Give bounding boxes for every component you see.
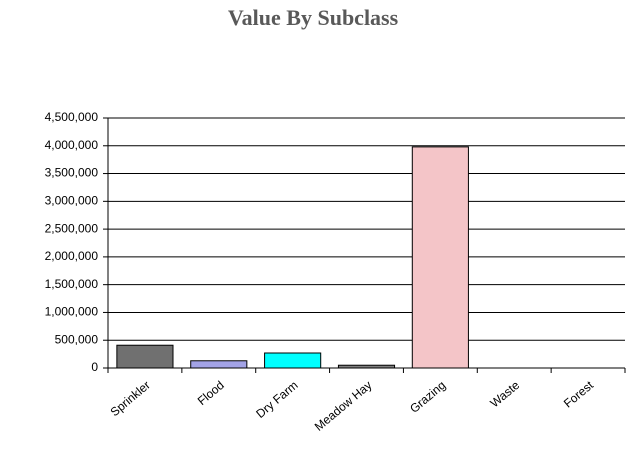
x-tick-label: Grazing [407, 378, 448, 416]
bar [116, 344, 174, 369]
bar [264, 352, 322, 369]
x-tick-label: Sprinkler [108, 378, 153, 419]
y-tick-label: 500,000 [55, 332, 99, 346]
y-tick-label: 4,000,000 [45, 138, 99, 152]
y-tick-label: 1,000,000 [45, 305, 99, 319]
bar [411, 146, 469, 369]
y-tick-label: 3,500,000 [45, 166, 99, 180]
x-tick-label: Forest [561, 378, 597, 411]
y-tick-label: 1,500,000 [45, 277, 99, 291]
y-tick-label: 3,000,000 [45, 194, 99, 208]
x-tick-label: Waste [487, 378, 522, 411]
y-tick-label: 2,500,000 [45, 221, 99, 235]
y-tick-label: 2,000,000 [45, 249, 99, 263]
chart-title: Value By Subclass [228, 5, 399, 30]
y-tick-label: 0 [91, 360, 98, 374]
x-tick-label: Meadow Hay [312, 378, 375, 434]
x-tick-label: Dry Farm [253, 378, 300, 421]
y-tick-label: 4,500,000 [45, 110, 99, 124]
bar [190, 360, 248, 369]
x-tick-label: Flood [195, 378, 227, 408]
